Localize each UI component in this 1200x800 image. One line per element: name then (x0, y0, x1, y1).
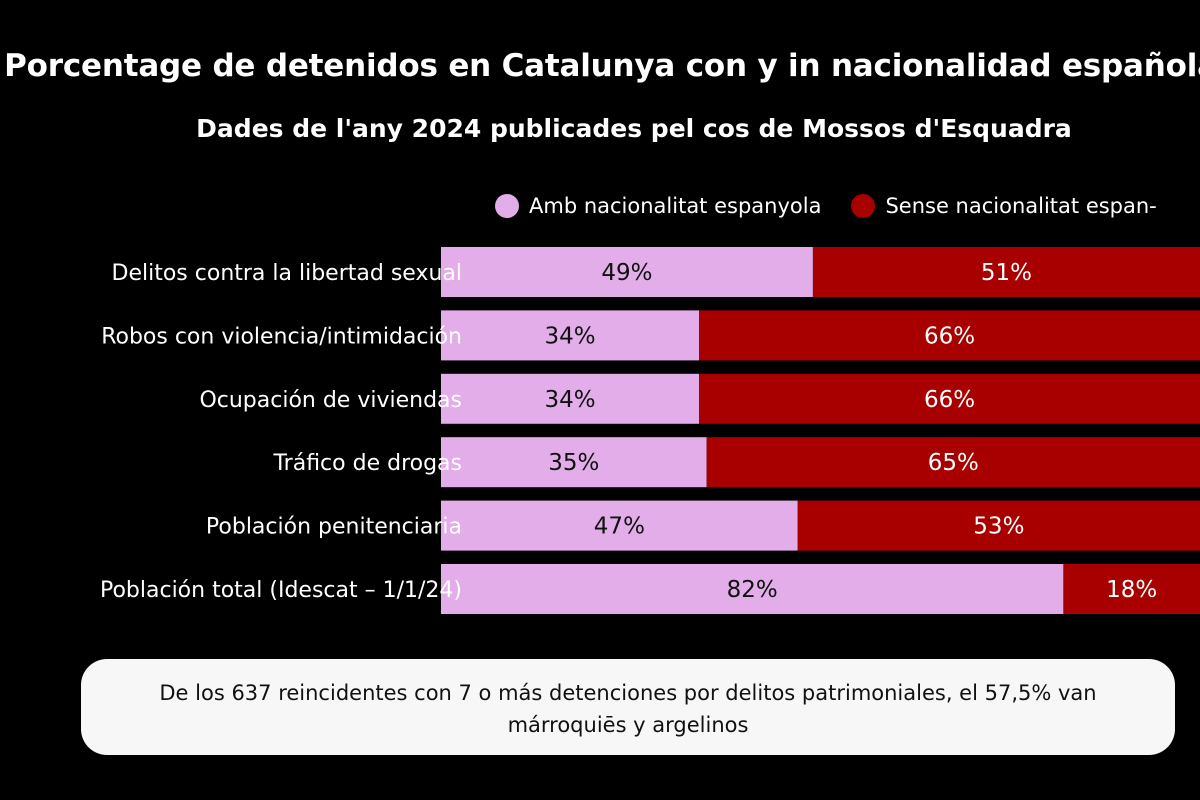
bar-non-spanish-4 (797, 500, 1200, 551)
data-label-non-spanish-2: 66% (924, 387, 975, 413)
bar-spanish-2 (441, 373, 700, 424)
data-label-non-spanish-5: 18% (1106, 577, 1157, 603)
callout-box: De los 637 reincidentes con 7 o más dete… (81, 659, 1175, 755)
data-label-spanish-1: 34% (544, 323, 595, 349)
bar-non-spanish-1 (699, 310, 1200, 361)
chart-title: Porcentage de detenidos en Catalunya con… (4, 48, 1200, 84)
category-label-2: Ocupación de viviendas (199, 388, 462, 413)
callout-text: De los 637 reincidentes con 7 o más dete… (159, 681, 1097, 737)
category-label-4: Población penitenciaria (206, 515, 462, 540)
data-label-spanish-4: 47% (594, 514, 645, 540)
data-label-spanish-3: 35% (548, 450, 599, 476)
legend-label-non-spanish: Sense nacionalitat espan- (885, 194, 1157, 218)
bar-non-spanish-5 (1063, 564, 1200, 614)
bar-spanish-4 (441, 500, 798, 551)
bar-spanish-3 (441, 437, 707, 488)
chart-subtitle: Dades de l'any 2024 publicades pel cos d… (196, 114, 1072, 143)
data-label-non-spanish-3: 65% (928, 450, 979, 476)
bar-non-spanish-0 (812, 247, 1200, 297)
category-label-5: Población total (Idescat – 1/1/24) (100, 578, 462, 603)
data-label-spanish-0: 49% (601, 260, 652, 286)
category-label-3: Tráfico de drogas (272, 451, 462, 476)
legend-label-spanish: Amb nacionalitat espanyola (529, 194, 822, 218)
bar-non-spanish-2 (699, 373, 1200, 424)
bar-spanish-5 (441, 564, 1064, 614)
category-label-1: Robos con violencia/intimidación (101, 324, 462, 349)
legend-swatch-non-spanish (851, 194, 876, 218)
data-label-non-spanish-0: 51% (981, 260, 1032, 286)
legend-item-spanish: Amb nacionalitat espanyola (495, 194, 821, 218)
bar-spanish-1 (441, 310, 700, 361)
data-label-non-spanish-1: 66% (924, 323, 975, 349)
bar-non-spanish-3 (706, 437, 1200, 488)
data-label-spanish-2: 34% (544, 387, 595, 413)
legend-item-non-spanish: Sense nacionalitat espan- (851, 194, 1157, 218)
bar-spanish-0 (441, 247, 813, 297)
category-label-0: Delitos contra la libertad sexual (112, 261, 462, 286)
chart-legend: Amb nacionalitat espanyola Sense naciona… (495, 190, 1200, 222)
data-label-non-spanish-4: 53% (973, 514, 1024, 540)
legend-swatch-spanish (495, 194, 519, 218)
data-label-spanish-5: 82% (727, 577, 778, 603)
